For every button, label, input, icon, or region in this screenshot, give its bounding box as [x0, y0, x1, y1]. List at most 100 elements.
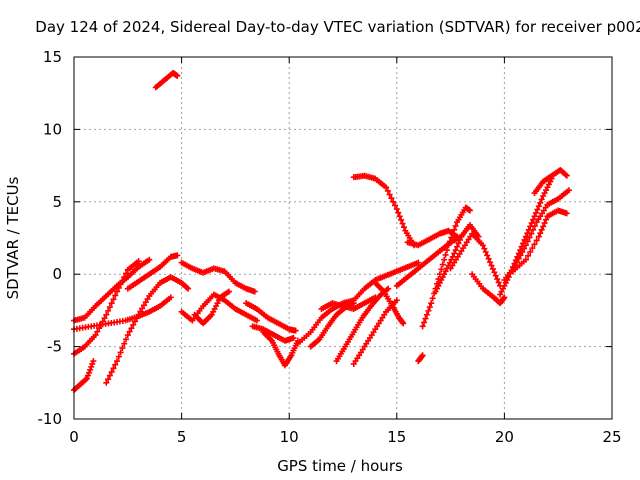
y-tick-label: -10	[38, 410, 63, 428]
data-point-marker	[128, 325, 135, 332]
data-point-marker	[290, 334, 297, 341]
data-point-marker	[562, 171, 569, 178]
data-point-marker	[419, 352, 426, 359]
x-tick-label: 15	[387, 428, 406, 446]
data-point-marker	[494, 276, 501, 283]
data-point-marker	[106, 372, 113, 379]
data-point-marker	[400, 320, 407, 327]
data-point-marker	[350, 300, 357, 307]
chart-title: Day 124 of 2024, Sidereal Day-to-day VTE…	[35, 18, 640, 36]
data-point-marker	[435, 276, 442, 283]
data-point-marker	[400, 224, 407, 231]
data-point-marker	[492, 272, 499, 279]
data-point-marker	[452, 247, 459, 254]
data-point-marker	[485, 255, 492, 262]
data-point-marker	[525, 252, 532, 259]
data-point-marker	[398, 216, 405, 223]
data-point-marker	[130, 321, 137, 328]
data-point-marker	[121, 340, 128, 347]
data-point-marker	[185, 285, 192, 292]
data-point-marker	[144, 296, 151, 303]
data-point-marker	[92, 332, 99, 339]
data-point-marker	[390, 198, 397, 205]
series-track-29	[501, 187, 572, 283]
data-point-marker	[124, 332, 131, 339]
data-point-marker	[106, 304, 113, 311]
plot-frame	[73, 56, 613, 420]
data-point-marker	[563, 172, 570, 179]
data-point-marker	[445, 242, 452, 249]
data-point-marker	[449, 230, 456, 237]
series-track-11	[243, 300, 299, 334]
x-tick-label: 0	[69, 428, 79, 446]
data-point-marker	[386, 191, 393, 198]
data-point-marker	[529, 245, 536, 252]
data-point-marker	[515, 255, 522, 262]
data-point-marker	[535, 203, 542, 210]
data-point-marker	[425, 307, 432, 314]
data-point-marker	[103, 379, 110, 386]
data-point-marker	[251, 288, 258, 295]
data-point-marker	[491, 269, 498, 276]
data-point-marker	[489, 265, 496, 272]
data-point-marker	[396, 213, 403, 220]
data-point-marker	[479, 242, 486, 249]
data-point-marker	[526, 234, 533, 241]
data-point-marker	[110, 296, 117, 303]
data-point-marker	[540, 223, 547, 230]
x-tick-label: 25	[602, 428, 621, 446]
data-point-marker	[534, 206, 541, 213]
data-point-marker	[537, 230, 544, 237]
data-point-marker	[535, 233, 542, 240]
data-point-marker	[174, 252, 181, 259]
data-point-marker	[105, 307, 112, 314]
series-track-4	[103, 274, 192, 386]
data-point-marker	[86, 369, 93, 376]
data-point-marker	[114, 358, 121, 365]
data-point-marker	[528, 220, 535, 227]
data-point-marker	[531, 241, 538, 248]
data-point-marker	[183, 284, 190, 291]
data-point-marker	[90, 358, 97, 365]
series-track-6	[124, 252, 181, 292]
data-point-marker	[87, 366, 94, 373]
data-point-marker	[521, 236, 528, 243]
data-point-marker	[538, 196, 545, 203]
data-point-marker	[451, 250, 458, 257]
data-point-marker	[383, 184, 390, 191]
series-track-27	[469, 271, 508, 307]
data-point-marker	[565, 187, 572, 194]
data-point-marker	[446, 238, 453, 245]
data-point-marker	[444, 247, 451, 254]
data-point-marker	[225, 288, 232, 295]
data-point-marker	[484, 252, 491, 259]
data-point-marker	[392, 202, 399, 209]
data-point-marker	[426, 304, 433, 311]
data-point-marker	[532, 209, 539, 216]
data-point-marker	[103, 311, 110, 318]
data-point-marker	[393, 297, 400, 304]
data-point-marker	[522, 233, 529, 240]
data-point-marker	[481, 245, 488, 252]
data-point-marker	[451, 226, 458, 233]
data-point-marker	[538, 226, 545, 233]
data-point-marker	[466, 207, 473, 214]
series-track-10	[191, 288, 232, 327]
y-tick-label: -5	[47, 338, 62, 356]
series-track-31	[531, 166, 570, 197]
data-point-marker	[388, 195, 395, 202]
data-point-marker	[142, 299, 149, 306]
series-track-23	[415, 352, 426, 365]
data-point-marker	[253, 317, 260, 324]
data-point-marker	[94, 328, 101, 335]
data-point-marker	[531, 213, 538, 220]
series-track-25	[432, 221, 482, 295]
y-tick-label: 0	[52, 265, 62, 283]
data-point-marker	[454, 243, 461, 250]
data-point-marker	[114, 288, 121, 295]
data-point-marker	[421, 319, 428, 326]
data-point-marker	[126, 328, 133, 335]
data-point-marker	[82, 376, 89, 383]
data-point-marker	[393, 206, 400, 213]
